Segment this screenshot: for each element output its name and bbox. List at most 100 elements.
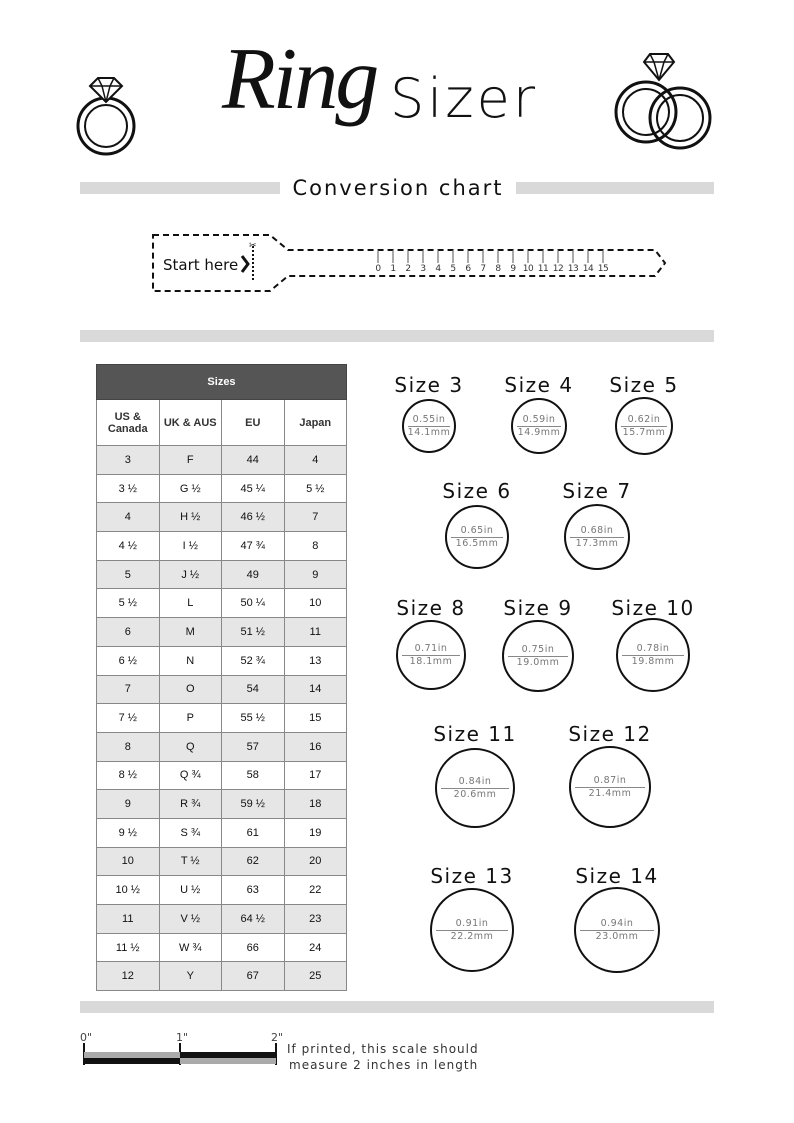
column-header: EU: [221, 399, 285, 446]
table-cell: 14: [283, 674, 347, 705]
table-cell: 9: [96, 789, 160, 819]
strip-tick-label: 0: [375, 264, 381, 274]
table-cell: H ½: [158, 502, 222, 533]
table-cell: 11: [283, 617, 347, 647]
ring-circle: 0.78in 19.8mm: [616, 618, 690, 692]
double-ring-icon: [614, 53, 712, 150]
table-row: 6 M 51 ½ 11: [96, 617, 347, 647]
ring-circle: 0.71in 18.1mm: [396, 620, 466, 690]
scissors-icon: ✂: [249, 241, 257, 251]
ring-circle: 0.55in 14.1mm: [402, 399, 456, 453]
size-conversion-table: Sizes US & Canada UK & AUS EU Japan 3 F 44 4 3 ½…: [96, 364, 347, 992]
diameter-mm: 18.1mm: [409, 656, 453, 667]
ring-sizer-strip: [152, 234, 667, 292]
diameter-inches: 0.84in: [458, 776, 492, 787]
diameter-mm: 14.9mm: [517, 427, 561, 438]
table-cell: 7: [96, 674, 160, 705]
diameter-mm: 19.0mm: [516, 657, 560, 668]
diameter-inches: 0.94in: [600, 918, 634, 929]
diameter-mm: 15.7mm: [622, 427, 666, 438]
scale-mark-0: 0": [80, 1031, 93, 1044]
table-cell: 54: [221, 674, 285, 705]
strip-tick-label: 1: [390, 264, 396, 274]
diameter-line: [441, 788, 509, 789]
diameter-line: [621, 426, 667, 427]
diameter-inches: 0.62in: [627, 414, 661, 425]
diameter-line: [408, 426, 450, 427]
ring-circle: 0.65in 16.5mm: [445, 505, 509, 569]
ring-circle: 0.84in 20.6mm: [435, 748, 515, 828]
table-cell: 49: [221, 559, 285, 590]
table-cell: 61: [221, 817, 285, 848]
diameter-line: [402, 655, 460, 656]
diameter-inches: 0.91in: [455, 918, 489, 929]
strip-tick-label: 13: [567, 264, 579, 274]
table-cell: 51 ½: [221, 617, 285, 647]
table-cell: 64 ½: [221, 904, 285, 934]
table-cell: 52 ¾: [221, 645, 285, 676]
table-cell: L: [158, 588, 222, 619]
size-label: Size 4: [504, 373, 574, 397]
table-cell: 12: [96, 961, 160, 992]
table-cell: 59 ½: [221, 789, 285, 819]
diameter-line: [580, 930, 654, 931]
ring-circle: 0.62in 15.7mm: [615, 397, 673, 455]
strip-tick-label: 6: [465, 264, 471, 274]
scale-note: measure 2 inches in length: [289, 1058, 479, 1072]
size-label: Size 12: [568, 722, 652, 746]
table-cell: G ½: [158, 473, 222, 504]
strip-tick-label: 4: [435, 264, 441, 274]
diameter-line: [451, 537, 503, 538]
size-label: Size 7: [562, 479, 632, 503]
table-cell: 13: [283, 645, 347, 676]
diameter-mm: 22.2mm: [450, 931, 494, 942]
table-cell: 7: [283, 502, 347, 533]
table-cell: 11 ½: [96, 932, 160, 963]
table-cell: 10 ½: [96, 875, 160, 905]
diameter-inches: 0.55in: [412, 414, 446, 425]
size-label: Size 13: [430, 864, 514, 888]
diameter-inches: 0.87in: [593, 775, 627, 786]
start-here-label: Start here: [163, 256, 239, 274]
table-cell: 22: [283, 875, 347, 905]
diamond-ring-icon: [76, 77, 136, 156]
table-cell: F: [158, 445, 222, 475]
table-cell: I ½: [158, 531, 222, 561]
table-cell: 55 ½: [221, 703, 285, 733]
size-label: Size 8: [396, 596, 466, 620]
table-cell: Q ¾: [158, 760, 222, 791]
table-cell: Y: [158, 961, 222, 992]
table-cell: 20: [283, 846, 347, 877]
table-cell: U ½: [158, 875, 222, 905]
diameter-inches: 0.59in: [522, 414, 556, 425]
strip-tick-label: 12: [552, 264, 564, 274]
column-header: Japan: [283, 399, 347, 446]
table-cell: S ¾: [158, 817, 222, 848]
table-cell: 5: [96, 559, 160, 590]
table-cell: O: [158, 674, 222, 705]
diameter-mm: 19.8mm: [631, 656, 675, 667]
table-cell: 58: [221, 760, 285, 791]
strip-tick-label: 10: [522, 264, 534, 274]
table-cell: 8: [96, 731, 160, 762]
table-cell: W ¾: [158, 932, 222, 963]
table-cell: 47 ¾: [221, 531, 285, 561]
table-title: Sizes: [96, 364, 347, 400]
table-cell: P: [158, 703, 222, 733]
table-cell: 9 ½: [96, 817, 160, 848]
size-label: Size 11: [433, 722, 517, 746]
table-cell: 45 ¼: [221, 473, 285, 504]
table-cell: Q: [158, 731, 222, 762]
title-main: Sizer: [390, 67, 539, 130]
table-cell: 63: [221, 875, 285, 905]
diameter-line: [575, 787, 645, 788]
table-cell: 6 ½: [96, 645, 160, 676]
table-row: 11 V ½ 64 ½ 23: [96, 904, 347, 934]
divider: [80, 330, 714, 342]
